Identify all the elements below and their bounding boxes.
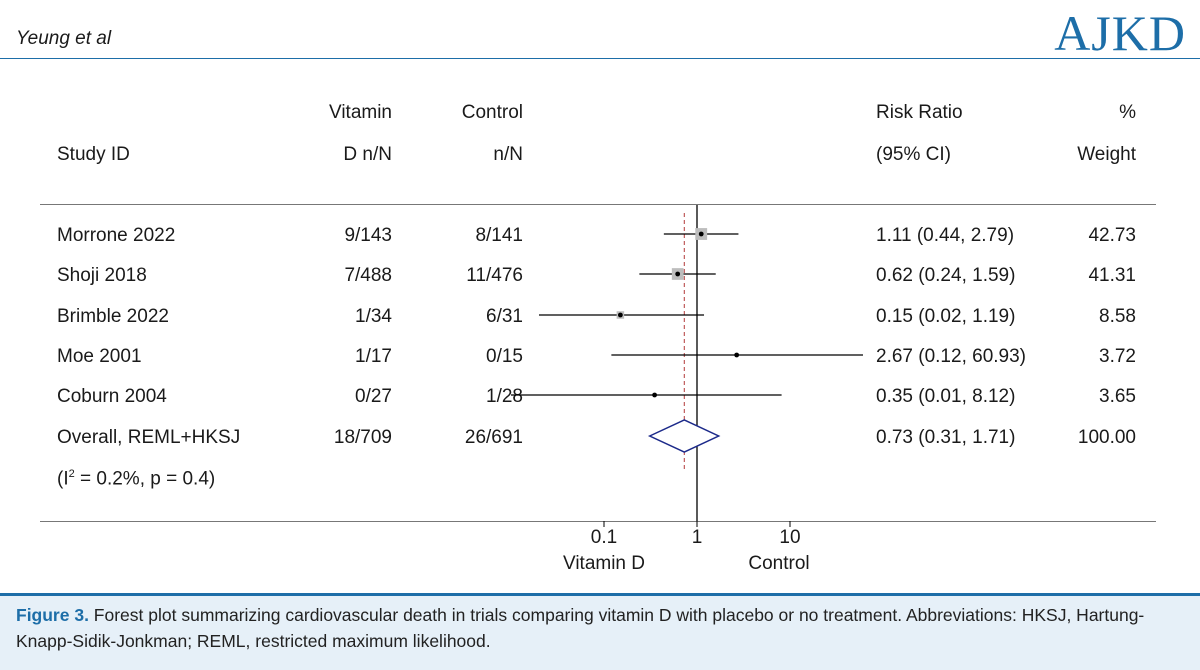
vitd-events: 7/488	[344, 265, 392, 286]
journal-logo: AJKD	[1054, 5, 1186, 61]
caption-top-bar	[0, 593, 1200, 596]
header-weight-line1: %	[1119, 102, 1136, 123]
risk-ratio-ci: 0.35 (0.01, 8.12)	[876, 386, 1016, 407]
header-rr-line1: Risk Ratio	[876, 102, 963, 123]
header-vitd-line2: D n/N	[343, 144, 392, 165]
axis-tick-label: 10	[779, 527, 800, 548]
header-weight-line2: Weight	[1077, 144, 1136, 165]
axis-tick-label: 0.1	[591, 527, 617, 548]
study-point	[675, 271, 681, 277]
weight-value: 42.73	[1088, 225, 1136, 246]
overall-control-events: 26/691	[464, 427, 523, 448]
header-vitd-line1: Vitamin	[328, 102, 392, 123]
study-name: Moe 2001	[57, 346, 142, 367]
weight-value: 3.65	[1099, 386, 1136, 407]
vitd-events: 9/143	[344, 225, 392, 246]
control-events: 8/141	[475, 225, 523, 246]
overall-diamond	[647, 419, 721, 453]
author-line: Yeung et al	[16, 28, 112, 49]
axis-right-label: Control	[748, 553, 809, 574]
caption-text: Forest plot summarizing cardiovascular d…	[16, 605, 1145, 651]
risk-ratio-ci: 1.11 (0.44, 2.79)	[876, 225, 1015, 246]
figure-caption: Figure 3. Forest plot summarizing cardio…	[0, 596, 1200, 670]
header-rule	[0, 58, 1200, 59]
risk-ratio-ci: 0.15 (0.02, 1.19)	[876, 306, 1016, 327]
heterogeneity-sup: 2	[68, 468, 75, 480]
vitd-events: 1/17	[355, 346, 392, 367]
study-name: Shoji 2018	[57, 265, 147, 286]
study-name: Brimble 2022	[57, 306, 169, 327]
weight-value: 8.58	[1099, 306, 1136, 327]
vitd-events: 1/34	[355, 306, 392, 327]
overall-name: Overall, REML+HKSJ	[57, 427, 241, 448]
heterogeneity-stat: (I2 = 0.2%, p = 0.4)	[57, 468, 215, 490]
control-events: 11/476	[466, 265, 523, 286]
study-name: Coburn 2004	[57, 386, 167, 407]
forest-plot: 0.1 1 10 Vitamin D Control	[511, 205, 863, 574]
study-point	[698, 231, 704, 237]
header-control-line1: Control	[461, 102, 523, 123]
weight-value: 41.31	[1088, 265, 1136, 286]
control-events: 6/31	[486, 306, 523, 327]
overall-weight: 100.00	[1077, 427, 1136, 448]
control-events: 1/28	[486, 386, 523, 407]
header-rr-line2: (95% CI)	[876, 144, 951, 165]
heterogeneity-suffix: = 0.2%, p = 0.4)	[74, 468, 216, 490]
axis-tick-label: 1	[692, 527, 703, 548]
header-control-line2: n/N	[493, 144, 523, 165]
bottom-divider	[40, 521, 1156, 522]
study-point	[652, 392, 657, 398]
heterogeneity-prefix: (I	[57, 468, 69, 490]
header-study-id: Study ID	[57, 144, 130, 165]
study-point	[617, 312, 623, 318]
weight-value: 3.72	[1099, 346, 1136, 367]
figure-label: Figure 3.	[16, 605, 89, 625]
risk-ratio-ci: 0.62 (0.24, 1.59)	[876, 265, 1016, 286]
risk-ratio-ci: 2.67 (0.12, 60.93)	[876, 346, 1026, 367]
study-name: Morrone 2022	[57, 225, 176, 246]
study-point	[734, 352, 740, 358]
header-divider	[40, 204, 1156, 205]
overall-risk-ratio-ci: 0.73 (0.31, 1.71)	[876, 427, 1016, 448]
vitd-events: 0/27	[355, 386, 392, 407]
axis-left-label: Vitamin D	[563, 553, 645, 574]
control-events: 0/15	[486, 346, 523, 367]
overall-vitd-events: 18/709	[333, 427, 392, 448]
